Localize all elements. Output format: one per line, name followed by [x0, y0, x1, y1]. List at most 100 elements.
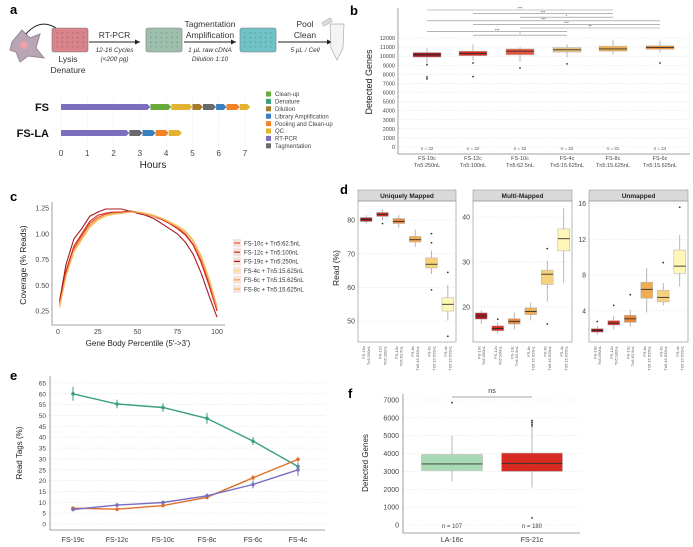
- step-label: Denature: [51, 65, 86, 75]
- well: [254, 41, 257, 44]
- outlier-point: [566, 62, 568, 65]
- box: [640, 281, 653, 299]
- well: [76, 41, 79, 44]
- well: [176, 45, 178, 48]
- well: [170, 36, 173, 39]
- x-axis-label: Hours: [140, 160, 167, 171]
- x-tick-label: Tn5:62.5nL: [514, 345, 519, 366]
- segment-pooling-and-clean-up: [155, 130, 169, 136]
- y-tick-label: 0: [392, 145, 395, 151]
- well: [76, 45, 79, 48]
- y-tick-label: 30: [39, 456, 47, 463]
- well: [82, 41, 84, 44]
- segment-qc: [171, 104, 193, 110]
- arrow-subtitle: 1 µL raw cDNA: [188, 47, 232, 54]
- legend-swatch: [266, 91, 271, 97]
- outlier-point: [472, 75, 474, 78]
- well: [244, 36, 246, 39]
- legend-label: Tagmentation: [275, 144, 311, 150]
- segment-dilution: [192, 104, 203, 110]
- legend-label: QC: [275, 129, 285, 135]
- well: [155, 36, 158, 39]
- y-tick-label: 55: [39, 402, 47, 409]
- box: [425, 257, 438, 269]
- x-tick-label: FS-12c: [106, 537, 129, 544]
- x-tick-label: FS-4c: [559, 346, 564, 357]
- well: [160, 32, 163, 34]
- outlier-point: [446, 271, 449, 274]
- y-tick-label: 10: [39, 500, 47, 507]
- x-tick-label: FS-19c: [418, 156, 436, 162]
- x-tick-label: 2: [111, 149, 116, 158]
- arrow-head-icon: [327, 39, 332, 45]
- y-tick-label: 3000: [383, 118, 395, 124]
- outlier-point: [659, 62, 661, 64]
- legend-label: Denature: [275, 100, 300, 106]
- well: [160, 45, 163, 48]
- well: [155, 32, 158, 34]
- outlier-point: [531, 516, 533, 519]
- legend-swatch: [266, 113, 271, 119]
- well: [249, 45, 252, 48]
- segment-rt-pcr: [61, 130, 130, 136]
- data-point: [115, 507, 119, 512]
- well: [150, 45, 152, 48]
- well: [76, 36, 79, 39]
- outlier-point: [430, 288, 433, 291]
- well: [71, 41, 74, 44]
- arrow-title: Pool: [296, 19, 313, 29]
- y-tick-label: 1000: [383, 136, 395, 142]
- well: [165, 32, 168, 34]
- facet-title: Multi-Mapped: [502, 193, 544, 200]
- well: [66, 36, 69, 39]
- well: [264, 32, 267, 34]
- x-tick-label: 100: [211, 329, 223, 336]
- transfer-arrow: [25, 23, 57, 35]
- y-axis-label: Detected Genes: [364, 49, 374, 115]
- segment-library-amplification: [142, 130, 156, 136]
- legend-label: RT-PCR: [275, 137, 298, 143]
- y-tick-label: 5000: [383, 433, 399, 440]
- significance-label: *: [519, 31, 521, 36]
- data-point: [71, 392, 75, 396]
- n-label: n = 32: [467, 146, 480, 151]
- y-tick-label: 6000: [383, 415, 399, 422]
- panel-label-f: f: [348, 386, 353, 401]
- well: [170, 45, 173, 48]
- x-tick-label: FS-19c: [592, 346, 597, 359]
- well: [150, 41, 152, 44]
- x-tick-label: 3: [138, 149, 143, 158]
- outlier-point: [451, 401, 453, 404]
- y-tick-label: 0.25: [35, 309, 49, 316]
- data-point: [205, 416, 209, 421]
- x-axis-label: Gene Body Percentile (5'->3'): [86, 339, 191, 348]
- well: [82, 45, 84, 48]
- x-tick-label: FS-10c: [152, 537, 175, 544]
- x-tick-label: FS-8c: [642, 346, 647, 357]
- axes: [397, 8, 690, 155]
- y-tick-label: 7000: [383, 81, 395, 87]
- segment-clean-up: [150, 104, 172, 110]
- y-tick-label: 7000: [383, 398, 399, 405]
- x-tick-label: Tn5:62.5nL: [630, 345, 635, 366]
- data-point: [251, 482, 255, 487]
- x-tick-label: FS-4c: [443, 346, 448, 357]
- x-tick-label: FS-19c: [62, 537, 85, 544]
- series-line: [72, 393, 299, 468]
- x-tick-label: Tn5:15.625nL: [663, 345, 668, 370]
- facet-frame: [588, 200, 689, 343]
- y-tick-label: 8: [582, 273, 586, 280]
- outlier-point: [496, 318, 499, 320]
- y-tick-label: 25: [39, 467, 47, 474]
- row-label: FS: [35, 102, 49, 114]
- x-tick-label: FS-6c: [658, 346, 663, 357]
- well: [71, 45, 74, 48]
- panel-label-b: b: [350, 3, 358, 18]
- y-tick-label: 20: [39, 478, 47, 485]
- y-tick-label: 1000: [383, 505, 399, 512]
- x-tick-label: FS-4c: [560, 156, 575, 162]
- outlier-point: [612, 304, 615, 307]
- legend-swatch: [266, 143, 271, 149]
